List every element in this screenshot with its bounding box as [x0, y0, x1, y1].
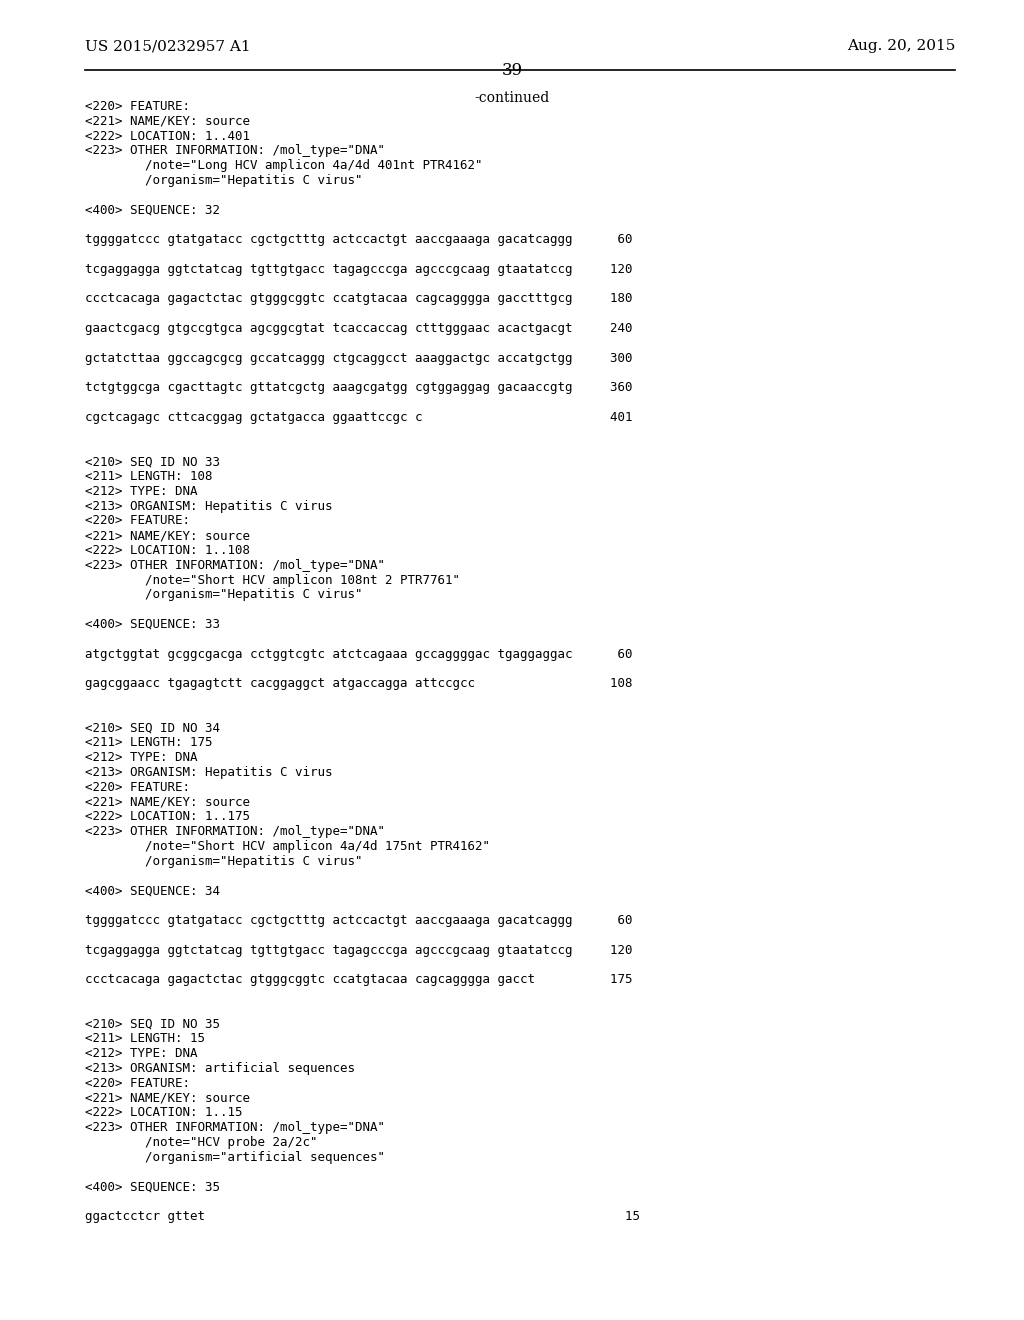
Text: <220> FEATURE:: <220> FEATURE: — [85, 1077, 190, 1090]
Text: <400> SEQUENCE: 33: <400> SEQUENCE: 33 — [85, 618, 220, 631]
Text: <400> SEQUENCE: 32: <400> SEQUENCE: 32 — [85, 203, 220, 216]
Text: <211> LENGTH: 15: <211> LENGTH: 15 — [85, 1032, 205, 1045]
Text: ggactcctcr gttet                                                        15: ggactcctcr gttet 15 — [85, 1210, 640, 1224]
Text: atgctggtat gcggcgacga cctggtcgtc atctcagaaa gccaggggac tgaggaggac      60: atgctggtat gcggcgacga cctggtcgtc atctcag… — [85, 648, 633, 660]
Text: 39: 39 — [502, 62, 522, 79]
Text: <221> NAME/KEY: source: <221> NAME/KEY: source — [85, 796, 250, 809]
Text: /note="Short HCV amplicon 108nt 2 PTR7761": /note="Short HCV amplicon 108nt 2 PTR776… — [85, 574, 460, 586]
Text: <213> ORGANISM: Hepatitis C virus: <213> ORGANISM: Hepatitis C virus — [85, 499, 333, 512]
Text: <212> TYPE: DNA: <212> TYPE: DNA — [85, 751, 198, 764]
Text: /note="Long HCV amplicon 4a/4d 401nt PTR4162": /note="Long HCV amplicon 4a/4d 401nt PTR… — [85, 160, 482, 172]
Text: <220> FEATURE:: <220> FEATURE: — [85, 781, 190, 793]
Text: tcgaggagga ggtctatcag tgttgtgacc tagagcccga agcccgcaag gtaatatccg     120: tcgaggagga ggtctatcag tgttgtgacc tagagcc… — [85, 944, 633, 957]
Text: /note="Short HCV amplicon 4a/4d 175nt PTR4162": /note="Short HCV amplicon 4a/4d 175nt PT… — [85, 840, 490, 853]
Text: <210> SEQ ID NO 35: <210> SEQ ID NO 35 — [85, 1018, 220, 1031]
Text: US 2015/0232957 A1: US 2015/0232957 A1 — [85, 40, 251, 53]
Text: <221> NAME/KEY: source: <221> NAME/KEY: source — [85, 115, 250, 128]
Text: /organism="Hepatitis C virus": /organism="Hepatitis C virus" — [85, 589, 362, 602]
Text: <211> LENGTH: 175: <211> LENGTH: 175 — [85, 737, 213, 750]
Text: /organism="artificial sequences": /organism="artificial sequences" — [85, 1151, 385, 1164]
Text: <220> FEATURE:: <220> FEATURE: — [85, 515, 190, 528]
Text: gctatcttaa ggccagcgcg gccatcaggg ctgcaggcct aaaggactgc accatgctgg     300: gctatcttaa ggccagcgcg gccatcaggg ctgcagg… — [85, 351, 633, 364]
Text: tggggatccc gtatgatacc cgctgctttg actccactgt aaccgaaaga gacatcaggg      60: tggggatccc gtatgatacc cgctgctttg actccac… — [85, 234, 633, 247]
Text: <212> TYPE: DNA: <212> TYPE: DNA — [85, 484, 198, 498]
Text: <223> OTHER INFORMATION: /mol_type="DNA": <223> OTHER INFORMATION: /mol_type="DNA" — [85, 558, 385, 572]
Text: /note="HCV probe 2a/2c": /note="HCV probe 2a/2c" — [85, 1137, 317, 1148]
Text: tctgtggcga cgacttagtc gttatcgctg aaagcgatgg cgtggaggag gacaaccgtg     360: tctgtggcga cgacttagtc gttatcgctg aaagcga… — [85, 381, 633, 395]
Text: <220> FEATURE:: <220> FEATURE: — [85, 100, 190, 114]
Text: <210> SEQ ID NO 33: <210> SEQ ID NO 33 — [85, 455, 220, 469]
Text: <221> NAME/KEY: source: <221> NAME/KEY: source — [85, 1092, 250, 1105]
Text: tcgaggagga ggtctatcag tgttgtgacc tagagcccga agcccgcaag gtaatatccg     120: tcgaggagga ggtctatcag tgttgtgacc tagagcc… — [85, 263, 633, 276]
Text: ccctcacaga gagactctac gtgggcggtc ccatgtacaa cagcagggga gacct          175: ccctcacaga gagactctac gtgggcggtc ccatgta… — [85, 973, 633, 986]
Text: ccctcacaga gagactctac gtgggcggtc ccatgtacaa cagcagggga gacctttgcg     180: ccctcacaga gagactctac gtgggcggtc ccatgta… — [85, 293, 633, 305]
Text: <400> SEQUENCE: 34: <400> SEQUENCE: 34 — [85, 884, 220, 898]
Text: -continued: -continued — [474, 91, 550, 106]
Text: <222> LOCATION: 1..108: <222> LOCATION: 1..108 — [85, 544, 250, 557]
Text: <213> ORGANISM: artificial sequences: <213> ORGANISM: artificial sequences — [85, 1063, 355, 1074]
Text: <210> SEQ ID NO 34: <210> SEQ ID NO 34 — [85, 722, 220, 735]
Text: /organism="Hepatitis C virus": /organism="Hepatitis C virus" — [85, 855, 362, 867]
Text: /organism="Hepatitis C virus": /organism="Hepatitis C virus" — [85, 174, 362, 187]
Text: <223> OTHER INFORMATION: /mol_type="DNA": <223> OTHER INFORMATION: /mol_type="DNA" — [85, 825, 385, 838]
Text: <400> SEQUENCE: 35: <400> SEQUENCE: 35 — [85, 1180, 220, 1193]
Text: <223> OTHER INFORMATION: /mol_type="DNA": <223> OTHER INFORMATION: /mol_type="DNA" — [85, 1121, 385, 1134]
Text: <223> OTHER INFORMATION: /mol_type="DNA": <223> OTHER INFORMATION: /mol_type="DNA" — [85, 144, 385, 157]
Text: <211> LENGTH: 108: <211> LENGTH: 108 — [85, 470, 213, 483]
Text: <222> LOCATION: 1..15: <222> LOCATION: 1..15 — [85, 1106, 243, 1119]
Text: tggggatccc gtatgatacc cgctgctttg actccactgt aaccgaaaga gacatcaggg      60: tggggatccc gtatgatacc cgctgctttg actccac… — [85, 913, 633, 927]
Text: gagcggaacc tgagagtctt cacggaggct atgaccagga attccgcc                  108: gagcggaacc tgagagtctt cacggaggct atgacca… — [85, 677, 633, 690]
Text: Aug. 20, 2015: Aug. 20, 2015 — [847, 40, 955, 53]
Text: cgctcagagc cttcacggag gctatgacca ggaattccgc c                         401: cgctcagagc cttcacggag gctatgacca ggaattc… — [85, 411, 633, 424]
Text: <222> LOCATION: 1..175: <222> LOCATION: 1..175 — [85, 810, 250, 824]
Text: <222> LOCATION: 1..401: <222> LOCATION: 1..401 — [85, 129, 250, 143]
Text: <212> TYPE: DNA: <212> TYPE: DNA — [85, 1047, 198, 1060]
Text: <221> NAME/KEY: source: <221> NAME/KEY: source — [85, 529, 250, 543]
Text: <213> ORGANISM: Hepatitis C virus: <213> ORGANISM: Hepatitis C virus — [85, 766, 333, 779]
Text: gaactcgacg gtgccgtgca agcggcgtat tcaccaccag ctttgggaac acactgacgt     240: gaactcgacg gtgccgtgca agcggcgtat tcaccac… — [85, 322, 633, 335]
